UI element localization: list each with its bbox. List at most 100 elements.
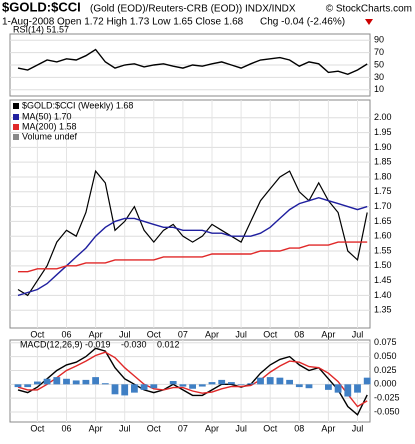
legend-swatch (13, 124, 19, 130)
y-tick-label: 90 (374, 35, 384, 45)
histogram-bar (131, 384, 138, 393)
legend-label: MA(50) 1.70 (22, 111, 72, 121)
histogram-bar (14, 384, 22, 388)
x-tick-label: Oct (30, 329, 45, 339)
histogram-bar (53, 377, 61, 385)
histogram-bar (111, 384, 119, 395)
x-tick-label: Apr (205, 329, 219, 339)
source: © StockCharts.com (326, 4, 412, 15)
histogram-bar (257, 377, 264, 385)
y-tick-label: 1.35 (374, 305, 392, 315)
histogram-bar (101, 383, 109, 385)
x-tick-label: 07 (178, 329, 188, 339)
y-tick-label: 1.65 (374, 216, 392, 226)
series-line (18, 241, 368, 273)
y-tick-label: 10 (374, 84, 384, 94)
series-line (17, 48, 368, 76)
x-tick-label: 08 (294, 423, 304, 433)
x-tick-label: Jul (235, 329, 247, 339)
x-tick-label: Jul (235, 423, 247, 433)
x-tick-label: Jul (352, 423, 364, 433)
histogram-bar (72, 380, 80, 385)
x-tick-label: Apr (321, 423, 335, 433)
y-tick-label: 1.80 (374, 171, 392, 181)
y-tick-label: 0.025 (374, 365, 397, 375)
y-tick-label: 1.60 (374, 231, 392, 241)
histogram-bar (43, 378, 51, 385)
change: Chg -0.04 (-2.46%) (260, 17, 345, 28)
y-tick-label: 1.95 (374, 127, 392, 137)
x-tick-label: 07 (178, 423, 188, 433)
series-line (17, 351, 368, 408)
y-tick-label: 1.70 (374, 201, 392, 211)
histogram-bar (189, 384, 196, 389)
x-tick-label: 08 (294, 329, 304, 339)
x-tick-label: Apr (89, 423, 103, 433)
histogram-bar (169, 381, 177, 385)
legend-swatch (13, 114, 19, 120)
y-tick-label: 1.40 (374, 290, 392, 300)
ohlc: Open 1.72 High 1.73 Low 1.65 Close 1.68 (57, 17, 244, 28)
legend-label: -0.019 (85, 339, 111, 349)
histogram-bar (276, 377, 284, 385)
symbol: $GOLD:$CCI (2, 0, 81, 14)
y-tick-label: 0.075 (374, 337, 397, 347)
panel (9, 339, 371, 423)
histogram-bar (286, 379, 293, 385)
histogram-bar (266, 377, 274, 385)
histogram-bar (34, 381, 41, 385)
histogram-bar (82, 379, 90, 385)
y-tick-label: 70 (374, 47, 384, 57)
y-tick-label: 30 (374, 72, 384, 82)
legend-label: 0.012 (157, 339, 180, 349)
y-tick-label: 1.90 (374, 142, 392, 152)
y-tick-label: 1.45 (374, 275, 392, 285)
description: (Gold (EOD)/Reuters-CRB (EOD)) INDX/INDX (90, 4, 296, 15)
legend-swatch (13, 103, 19, 109)
y-tick-label: 1.75 (374, 186, 392, 196)
histogram-bar (179, 384, 187, 387)
histogram-bar (295, 384, 303, 388)
histogram-bar (344, 384, 352, 397)
histogram-bar (140, 384, 148, 390)
histogram-bar (363, 377, 371, 385)
histogram-bar (150, 384, 158, 389)
histogram-bar (198, 384, 206, 387)
histogram-bar (237, 384, 245, 385)
legend-swatch (13, 134, 19, 140)
x-tick-label: Apr (205, 423, 219, 433)
x-tick-label: Apr (321, 329, 335, 339)
y-tick-label: 50 (374, 59, 384, 69)
y-tick-label: 1.50 (374, 260, 392, 270)
x-tick-label: 06 (61, 329, 71, 339)
x-tick-label: Jul (119, 329, 131, 339)
panel-title: RSI(14) 51.57 (13, 24, 69, 34)
y-tick-label: 1.55 (374, 245, 392, 255)
histogram-bar (228, 382, 235, 385)
panel-title: $GOLD:$CCI (Weekly) 1.68 (22, 100, 133, 110)
y-tick-label: -0.025 (374, 393, 400, 403)
date: 1-Aug-2008 (2, 17, 55, 28)
x-tick-label: Oct (147, 329, 162, 339)
x-tick-label: Oct (30, 423, 45, 433)
series-line (17, 196, 368, 297)
histogram-bar (208, 382, 216, 385)
legend-label: Volume undef (22, 131, 78, 141)
x-tick-label: Jul (119, 423, 131, 433)
legend-label: -0.030 (121, 339, 147, 349)
series-line (17, 347, 368, 416)
legend-label: MA(200) 1.58 (22, 121, 77, 131)
histogram-bar (354, 384, 361, 393)
histogram-bar (334, 384, 342, 393)
histogram-bar (92, 377, 99, 385)
panel-title: MACD(12,26,9) (20, 339, 83, 349)
x-tick-label: Oct (263, 329, 278, 339)
x-tick-label: Oct (263, 423, 278, 433)
histogram-bar (63, 378, 70, 385)
x-tick-label: Oct (147, 423, 162, 433)
histogram-bar (305, 384, 313, 389)
y-tick-label: 0.050 (374, 351, 397, 361)
histogram-bar (24, 384, 32, 388)
x-tick-label: Jul (352, 329, 364, 339)
